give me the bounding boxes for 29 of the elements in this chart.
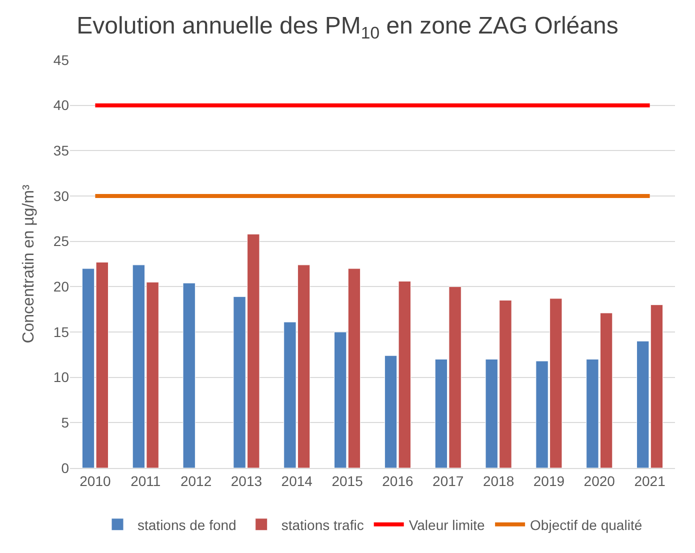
x-tick-label: 2017 [432, 472, 464, 489]
legend-label: Valeur limite [408, 516, 486, 533]
x-tick-label: 2021 [634, 472, 666, 489]
y-tick-label: 35 [53, 142, 70, 159]
y-tick-label: 0 [61, 460, 70, 476]
legend-label: stations trafic [281, 516, 364, 533]
y-tick-label: 40 [53, 97, 70, 114]
x-tick-label: 2019 [533, 472, 565, 489]
legend-label: stations de fond [138, 516, 236, 533]
x-tick-label: 2013 [230, 472, 262, 489]
x-tick-label: 2016 [382, 472, 414, 489]
x-tick-label: 2020 [584, 472, 616, 489]
x-tick-label: 2018 [482, 472, 514, 489]
y-tick-label: 10 [53, 369, 70, 386]
chart-title: Evolution annuelle des PM$_{10}$ en zone ZAG Orléans [76, 12, 618, 42]
y-tick-label: 5 [61, 414, 70, 431]
x-tick-label: 2012 [180, 472, 212, 489]
y-tick-label: 30 [53, 188, 70, 204]
x-tick-label: 2011 [130, 472, 161, 489]
x-tick-label: 2015 [332, 472, 364, 489]
legend-label: Objectif de qualité [530, 516, 642, 533]
y-axis-title: Concentratin en µg/m³ [20, 184, 38, 344]
y-tick-label: 15 [53, 324, 70, 340]
y-tick-label: 20 [53, 278, 70, 295]
bar [182, 282, 196, 468]
y-tick-label: 25 [53, 233, 70, 250]
y-tick-label: 45 [53, 52, 70, 68]
x-tick-label: 2014 [281, 472, 313, 489]
x-tick-label: 2010 [80, 472, 111, 489]
